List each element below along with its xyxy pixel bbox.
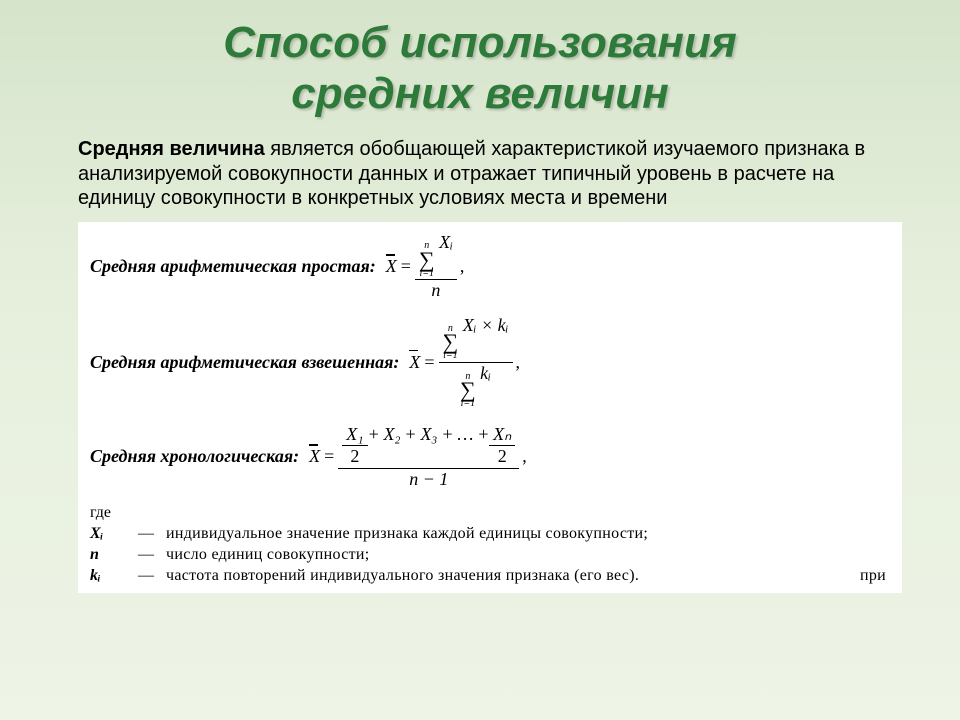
formula3-lhs: X (309, 446, 320, 467)
formula-block: Средняя арифметическая простая: X = n ∑ … (78, 222, 902, 593)
formula1-label: Средняя арифметическая простая: (90, 256, 386, 277)
formula-arith-simple: Средняя арифметическая простая: X = n ∑ … (90, 232, 890, 301)
formula-chronological: Средняя хронологическая: X = X₁ 2 + X₂ +… (90, 423, 890, 490)
sigma-icon: n ∑ i=1 (443, 325, 459, 361)
where-margin-note: при (860, 567, 890, 585)
where-dash-0: — (138, 525, 166, 543)
where-dash-2: — (138, 567, 166, 585)
formula1-num-body: Xᵢ (439, 232, 453, 252)
formula1-den: n (427, 280, 444, 301)
formula2-num-body: Xᵢ × kᵢ (463, 315, 509, 335)
formula2-den-body: kᵢ (480, 363, 491, 383)
title-line-1: Способ использования (18, 18, 942, 69)
formula1-trail: , (457, 256, 465, 277)
formula3-mid: + X₂ + X₃ + … + (368, 425, 490, 444)
where-sym-1: n (90, 546, 138, 564)
formula3-den: n − 1 (405, 469, 452, 490)
equals-sign: = (420, 352, 438, 373)
equals-sign: = (397, 256, 415, 277)
sigma-icon: n ∑ i=1 (460, 373, 476, 409)
sigma-icon: n ∑ i=1 (419, 242, 435, 278)
paragraph-lead: Средняя величина (78, 138, 265, 160)
title-line-2: средних величин (18, 69, 942, 120)
slide-title: Способ использования средних величин (18, 10, 942, 131)
where-desc-1: число единиц совокупности; (166, 546, 890, 564)
where-sym-0: Xᵢ (90, 525, 138, 543)
formula2-trail: , (513, 352, 521, 373)
where-legend: где Xᵢ — индивидуальное значение признак… (90, 504, 890, 585)
formula3-half1: X₁ 2 (342, 424, 367, 467)
where-desc-0: индивидуальное значение признака каждой … (166, 525, 890, 543)
equals-sign: = (320, 446, 338, 467)
formula1-expr: X = n ∑ i=1 Xᵢ n , (386, 232, 465, 301)
formula1-lhs: X (386, 256, 397, 277)
formula3-label: Средняя хронологическая: (90, 446, 309, 467)
formula2-lhs: X (409, 352, 420, 373)
formula2-label: Средняя арифметическая взвешенная: (90, 352, 409, 373)
formula2-expr: X = n ∑ i=1 Xᵢ × kᵢ n ∑ i=1 (409, 315, 520, 409)
intro-paragraph: Средняя величина является обобщающей хар… (18, 131, 942, 220)
where-intro: где (90, 504, 138, 522)
where-sym-2: kᵢ (90, 567, 138, 585)
formula1-fraction: n ∑ i=1 Xᵢ n (415, 232, 457, 301)
formula2-fraction: n ∑ i=1 Xᵢ × kᵢ n ∑ i=1 kᵢ (439, 315, 513, 409)
where-dash-1: — (138, 546, 166, 564)
formula3-half2: Xₙ 2 (489, 424, 515, 467)
formula3-trail: , (519, 446, 527, 467)
formula-arith-weighted: Средняя арифметическая взвешенная: X = n… (90, 315, 890, 409)
formula3-expr: X = X₁ 2 + X₂ + X₃ + … + Xₙ 2 n − 1 , (309, 423, 527, 490)
where-desc-2: частота повторений индивидуального значе… (166, 567, 890, 585)
formula3-fraction: X₁ 2 + X₂ + X₃ + … + Xₙ 2 n − 1 (338, 423, 519, 490)
